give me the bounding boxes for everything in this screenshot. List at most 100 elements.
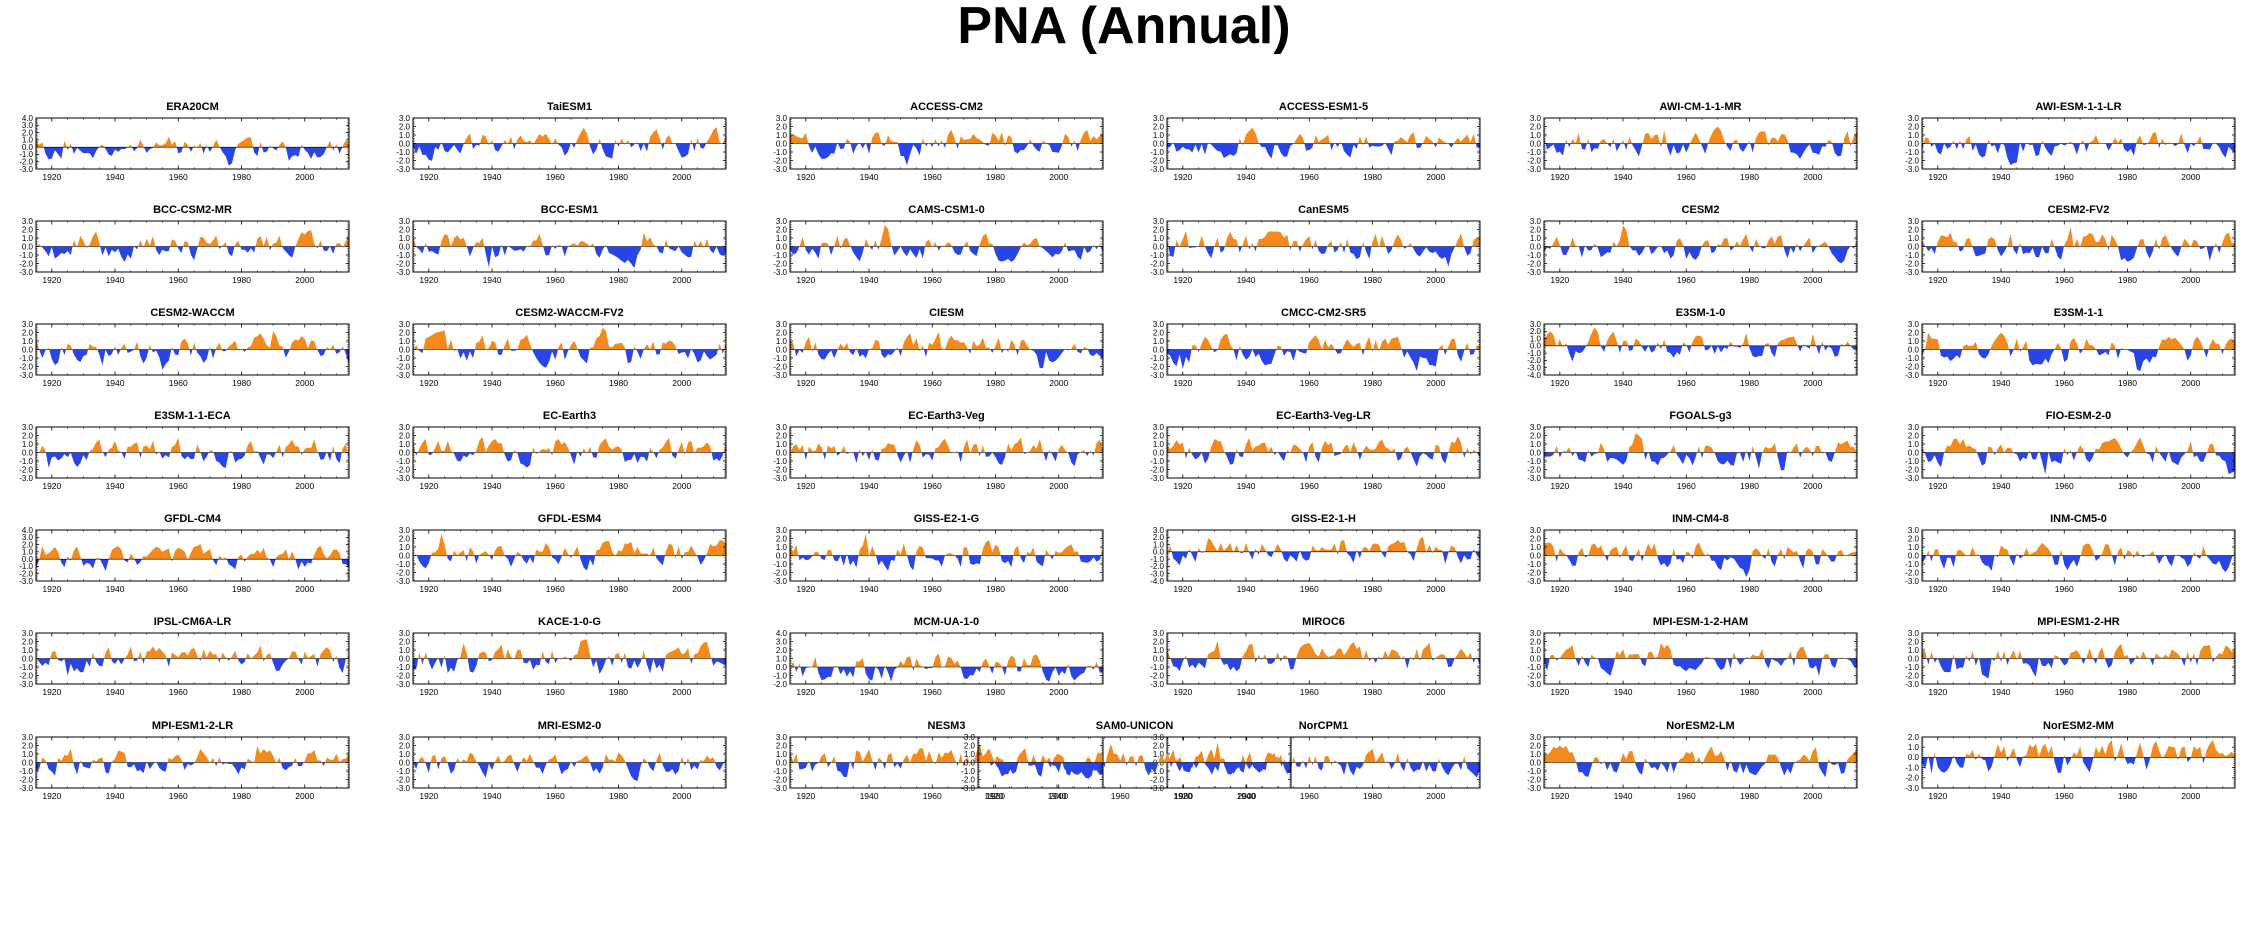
y-tick-label: -2.0 xyxy=(396,568,410,577)
x-tick-label: 1960 xyxy=(1677,378,1696,388)
y-tick-label: 1.0 xyxy=(1530,543,1542,552)
y-tick-label: -2.0 xyxy=(1905,568,1919,577)
y-tick-label: 1.0 xyxy=(776,654,788,663)
y-tick-label: -1.0 xyxy=(19,663,33,672)
x-tick-label: 1940 xyxy=(1048,791,1067,801)
y-tick-label: -1.0 xyxy=(396,354,410,363)
positive-area xyxy=(413,752,726,763)
y-tick-label: 3.0 xyxy=(22,533,34,542)
panel-title: BCC-CSM2-MR xyxy=(153,204,232,216)
x-tick-label: 1960 xyxy=(1300,791,1319,801)
y-tick-label: -1.0 xyxy=(1527,767,1541,776)
y-tick-label: 3.0 xyxy=(22,121,34,130)
y-tick-label: 0.0 xyxy=(1908,654,1920,663)
panel-cams-csm1-0: CAMS-CSM1-0 -3.0-2.0-1.00.01.02.03.0 1920 1… xyxy=(773,204,1104,285)
x-tick-label: 1980 xyxy=(2118,481,2137,491)
x-tick-label: 1920 xyxy=(419,584,438,594)
y-tick-label: -1.0 xyxy=(1527,457,1541,466)
y-tick-label: -3.0 xyxy=(1150,680,1164,689)
x-tick-label: 1920 xyxy=(796,791,815,801)
x-tick-label: 1980 xyxy=(1363,172,1382,182)
y-tick-label: 2.0 xyxy=(399,225,411,234)
y-tick-label: -2.0 xyxy=(396,156,410,165)
y-tick-label: 3.0 xyxy=(22,217,34,226)
y-tick-label: -2.0 xyxy=(1905,362,1919,371)
x-tick-label: 1920 xyxy=(1928,481,1947,491)
y-tick-label: 3.0 xyxy=(399,320,411,329)
x-tick-label: 2000 xyxy=(2181,378,2200,388)
positive-area xyxy=(36,745,349,763)
negative-area xyxy=(413,246,726,269)
panel-title: GISS-E2-1-H xyxy=(1291,513,1356,525)
y-tick-label: -3.0 xyxy=(19,371,33,380)
y-tick-label: -1.0 xyxy=(773,671,787,680)
y-tick-label: 2.0 xyxy=(22,637,34,646)
positive-area xyxy=(1544,327,1857,346)
panel-title: NorESM2-LM xyxy=(1666,720,1734,732)
x-tick-label: 2000 xyxy=(672,791,691,801)
x-tick-label: 1940 xyxy=(1237,172,1256,182)
panel-title: ACCESS-CM2 xyxy=(910,101,983,113)
panel-title: IPSL-CM6A-LR xyxy=(154,616,232,628)
y-tick-label: 1.0 xyxy=(399,337,411,346)
y-tick-label: 2.0 xyxy=(1530,122,1542,131)
y-tick-label: -2.0 xyxy=(773,362,787,371)
x-tick-label: 1920 xyxy=(42,378,61,388)
x-tick-label: 1920 xyxy=(796,687,815,697)
y-tick-label: 3.0 xyxy=(1530,526,1542,535)
x-tick-label: 1980 xyxy=(1740,275,1759,285)
y-tick-label: -2.0 xyxy=(1527,465,1541,474)
y-tick-label: 3.0 xyxy=(776,320,788,329)
y-tick-label: -1.0 xyxy=(1150,663,1164,672)
x-tick-label: 1940 xyxy=(106,791,125,801)
panel-title: FGOALS-g3 xyxy=(1669,410,1731,422)
x-tick-label: 1960 xyxy=(546,378,565,388)
negative-area xyxy=(1544,143,1857,159)
x-tick-label: 1980 xyxy=(609,275,628,285)
panel-title: CESM2 xyxy=(1682,204,1720,216)
y-tick-label: -1.0 xyxy=(1150,354,1164,363)
y-tick-label: -4.0 xyxy=(1150,577,1164,586)
x-tick-label: 1920 xyxy=(419,378,438,388)
y-tick-label: 3.0 xyxy=(22,629,34,638)
y-tick-label: -3.0 xyxy=(773,165,787,174)
y-tick-label: 0.0 xyxy=(22,143,34,152)
panel-era20cm: ERA20CM -3.0-2.0-1.00.01.02.03.04.0 1920 19… xyxy=(19,101,350,182)
y-tick-label: 1.0 xyxy=(776,131,788,140)
panel-ciesm: CIESM -3.0-2.0-1.00.01.02.03.0 1920 1940 196… xyxy=(773,307,1104,388)
y-tick-label: 1.0 xyxy=(22,646,34,655)
y-tick-label: -2.0 xyxy=(1905,671,1919,680)
x-tick-label: 1920 xyxy=(1928,275,1947,285)
y-tick-label: -2.0 xyxy=(1150,156,1164,165)
x-tick-label: 2000 xyxy=(295,275,314,285)
x-tick-label: 1980 xyxy=(232,791,251,801)
negative-area xyxy=(1922,349,2235,372)
y-tick-label: 0.0 xyxy=(776,345,788,354)
negative-area xyxy=(413,452,726,468)
panel-title: E3SM-1-0 xyxy=(1676,307,1726,319)
y-tick-label: 0.0 xyxy=(1908,753,1920,762)
y-tick-label: -3.0 xyxy=(773,474,787,483)
y-tick-label: 3.0 xyxy=(1153,423,1165,432)
panel-frame xyxy=(1921,736,2236,789)
x-tick-label: 1920 xyxy=(1173,687,1192,697)
negative-area xyxy=(790,143,1103,166)
y-tick-label: -3.0 xyxy=(1905,784,1919,793)
y-tick-label: 1.0 xyxy=(1908,337,1920,346)
x-tick-label: 1920 xyxy=(42,481,61,491)
y-tick-label: -1.0 xyxy=(1527,251,1541,260)
y-tick-label: 0.0 xyxy=(964,758,976,767)
x-tick-label: 1920 xyxy=(1550,378,1569,388)
x-tick-label: 1940 xyxy=(1614,687,1633,697)
x-tick-label: 1960 xyxy=(1300,481,1319,491)
y-tick-label: 0.0 xyxy=(1530,551,1542,560)
y-tick-label: 2.0 xyxy=(1908,534,1920,543)
negative-area xyxy=(1922,452,2235,475)
y-tick-label: -1.0 xyxy=(19,150,33,159)
y-tick-label: -2.0 xyxy=(396,259,410,268)
y-tick-label: -3.0 xyxy=(396,165,410,174)
panel-noresm2-lm: NorESM2-LM -3.0-2.0-1.00.01.02.03.0 1920 19… xyxy=(1527,720,1858,801)
y-tick-label: -1.0 xyxy=(1150,767,1164,776)
panel-kace-1-0-g: KACE-1-0-G -3.0-2.0-1.00.01.02.03.0 1920 19… xyxy=(396,616,727,697)
x-tick-label: 1920 xyxy=(42,791,61,801)
